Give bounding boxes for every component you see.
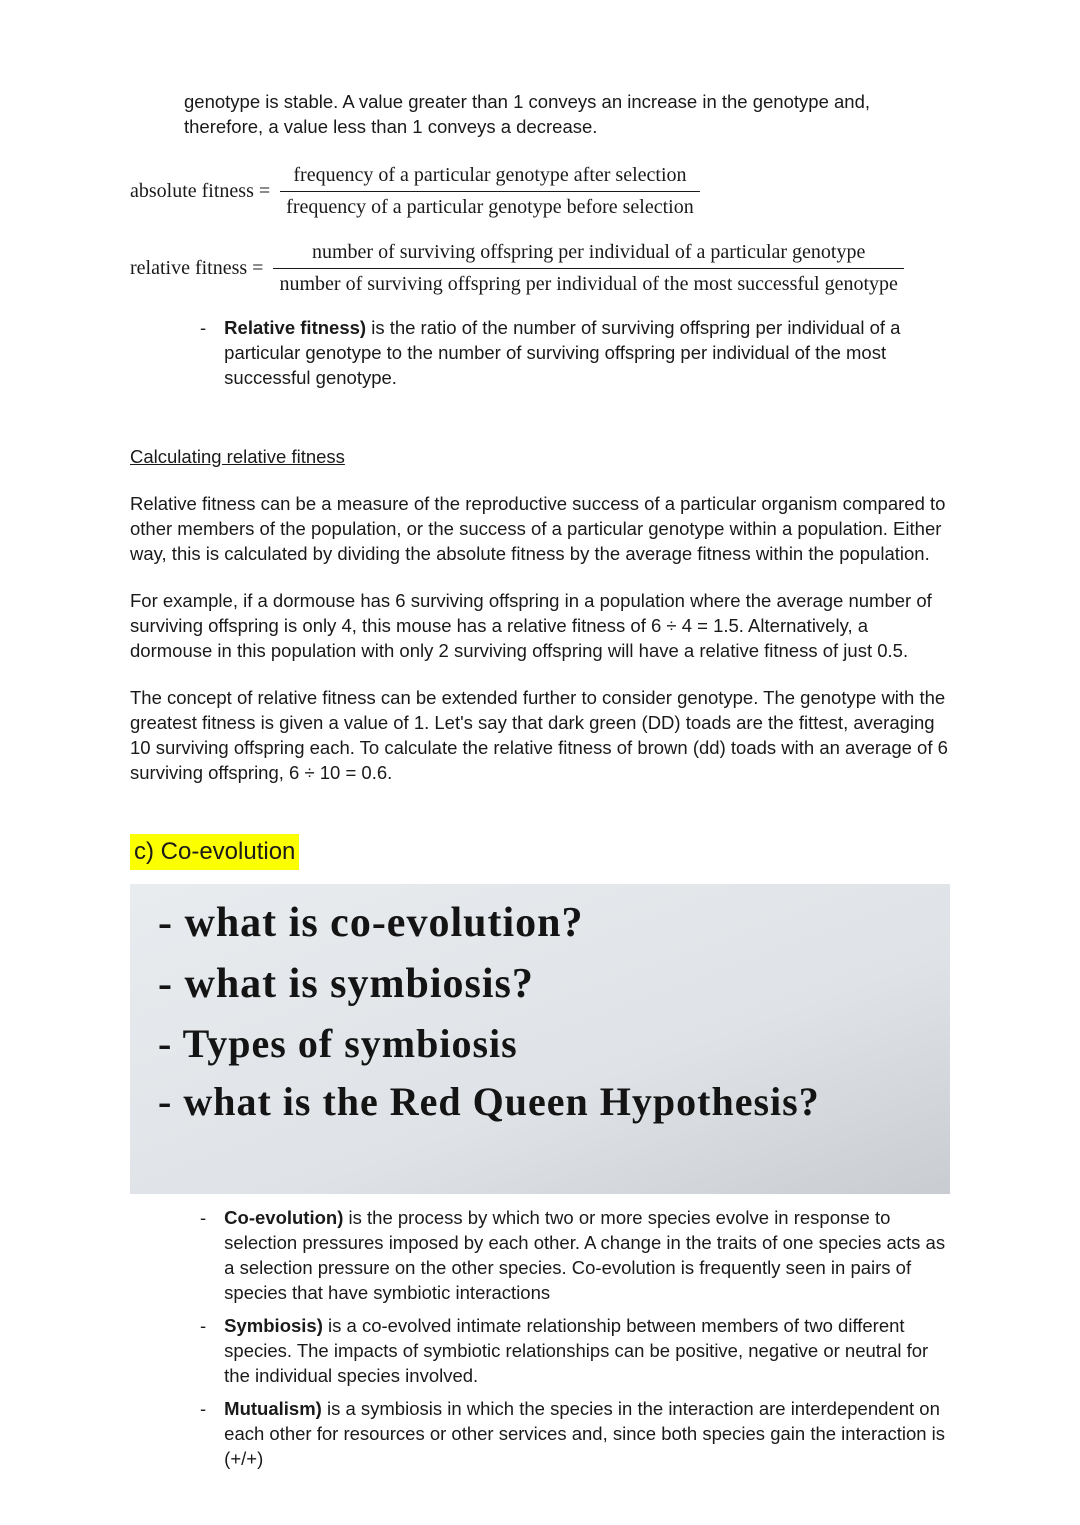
relative-denominator: number of surviving offspring per indivi… [273,269,903,298]
relative-numerator: number of surviving offspring per indivi… [273,239,903,269]
def-term-1: Symbiosis) [224,1315,323,1336]
hw-line-2: - what is symbiosis? [158,963,922,1006]
definition-item-mutualism: - Mutualism) is a symbiosis in which the… [200,1397,950,1472]
bullet-dash: - [200,316,206,391]
relative-lhs: relative fitness = [130,255,263,282]
hw-line-3: - Types of symbiosis [158,1024,922,1065]
relative-term: Relative fitness) [224,317,366,338]
absolute-lhs: absolute fitness = [130,178,270,205]
calc-p3: The concept of relative fitness can be e… [130,686,950,786]
definition-text: Symbiosis) is a co-evolved intimate rela… [224,1314,950,1389]
absolute-denominator: frequency of a particular genotype befor… [280,192,700,221]
calc-p2: For example, if a dormouse has 6 survivi… [130,589,950,664]
hw-line-4: - what is the Red Queen Hypothesis? [158,1082,922,1123]
absolute-fitness-formula: absolute fitness = frequency of a partic… [130,162,950,221]
coevo-heading: c) Co-evolution [130,834,299,870]
hw-line-1: - what is co-evolution? [158,902,922,945]
coevo-heading-wrap: c) Co-evolution [130,808,950,884]
definition-item-coevolution: - Co-evolution) is the process by which … [200,1206,950,1306]
intro-paragraph: genotype is stable. A value greater than… [184,90,950,140]
definition-item-symbiosis: - Symbiosis) is a co-evolved intimate re… [200,1314,950,1389]
definition-text: Co-evolution) is the process by which tw… [224,1206,950,1306]
calc-p1: Relative fitness can be a measure of the… [130,492,950,567]
definitions-list: - Co-evolution) is the process by which … [200,1206,950,1472]
relative-definition-text: Relative fitness) is the ratio of the nu… [224,316,950,391]
calc-heading: Calculating relative fitness [130,445,950,470]
bullet-dash: - [200,1206,206,1306]
def-body-1: is a co-evolved intimate relationship be… [224,1315,928,1386]
bullet-dash: - [200,1397,206,1472]
bullet-dash: - [200,1314,206,1389]
relative-definition-item: - Relative fitness) is the ratio of the … [200,316,950,391]
absolute-numerator: frequency of a particular genotype after… [280,162,700,192]
relative-definition-list: - Relative fitness) is the ratio of the … [200,316,950,391]
def-body-2: is a symbiosis in which the species in t… [224,1398,945,1469]
definition-text: Mutualism) is a symbiosis in which the s… [224,1397,950,1472]
absolute-fraction: frequency of a particular genotype after… [280,162,700,221]
relative-fraction: number of surviving offspring per indivi… [273,239,903,298]
def-term-0: Co-evolution) [224,1207,343,1228]
handwritten-notes-image: - what is co-evolution? - what is symbio… [130,884,950,1194]
relative-fitness-formula: relative fitness = number of surviving o… [130,239,950,298]
def-term-2: Mutualism) [224,1398,322,1419]
